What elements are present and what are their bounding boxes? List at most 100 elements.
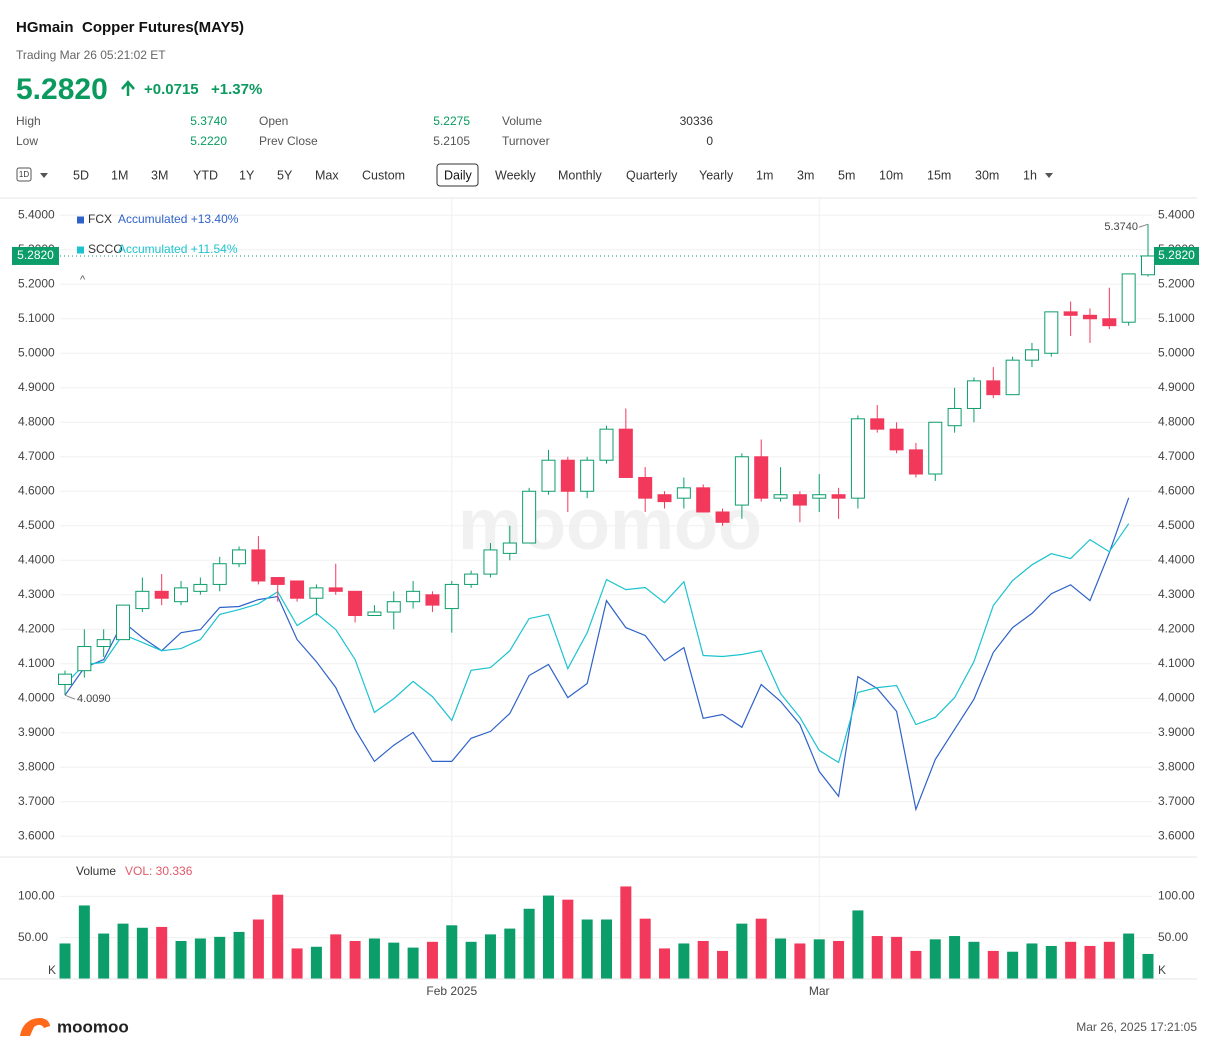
- interval-button[interactable]: Daily: [444, 168, 473, 182]
- candle-body: [812, 494, 827, 499]
- candle-body: [1141, 255, 1155, 276]
- candle-body: [1102, 318, 1117, 327]
- volume-bar: [1007, 951, 1019, 979]
- candle-body: [502, 542, 517, 554]
- volume-last: VOL: 30.336: [125, 864, 193, 878]
- interval-icon-box[interactable]: [16, 167, 32, 182]
- candle-body: [986, 380, 1001, 396]
- y-tick-label-right: 50.00: [1158, 930, 1188, 944]
- annotation-leader: [64, 694, 76, 700]
- volume-unit-right: K: [1158, 963, 1166, 977]
- y-tick-label-right: 100.00: [1158, 889, 1195, 903]
- volume-bar: [1123, 933, 1135, 979]
- active-interval-box[interactable]: [436, 163, 479, 187]
- y-tick-label: 3.8000: [18, 759, 55, 773]
- volume-bar: [620, 886, 632, 979]
- candle-body: [715, 511, 730, 523]
- candle-body: [696, 487, 711, 513]
- interval-button[interactable]: Monthly: [558, 168, 603, 182]
- candle-body: [831, 494, 846, 499]
- range-button[interactable]: 5Y: [277, 168, 293, 182]
- interval-button[interactable]: Weekly: [495, 168, 537, 182]
- y-tick-label: 3.9000: [18, 725, 55, 739]
- candle-body: [290, 580, 305, 599]
- interval-icon[interactable]: 1D: [19, 170, 29, 179]
- candle-body: [328, 587, 343, 592]
- legend-name: SCCO: [88, 242, 123, 256]
- legend-value: Accumulated +11.54%: [118, 242, 238, 256]
- interval-button[interactable]: 10m: [879, 168, 903, 182]
- y-tick-label: 5.0000: [18, 345, 55, 359]
- stat-value: 5.2275: [433, 114, 470, 128]
- annotation-label: 4.0090: [77, 693, 111, 705]
- volume-bar: [330, 934, 342, 979]
- volume-bar: [1065, 941, 1077, 979]
- interval-button[interactable]: 1h: [1023, 168, 1037, 182]
- dropdown-caret[interactable]: [1045, 173, 1053, 178]
- volume-bar: [1026, 943, 1038, 979]
- dropdown-caret[interactable]: [40, 173, 48, 178]
- volume-bar: [891, 936, 903, 979]
- volume-bar: [1103, 941, 1115, 979]
- candle-body: [154, 590, 169, 599]
- price-change-pct: +1.37%: [211, 81, 262, 98]
- last-price-label: 5.2820: [17, 248, 54, 262]
- volume-bar: [407, 947, 419, 979]
- range-button[interactable]: 5D: [73, 168, 89, 182]
- interval-button[interactable]: 3m: [797, 168, 814, 182]
- volume-bar: [98, 933, 110, 979]
- collapse-toggle[interactable]: ^: [80, 274, 86, 286]
- candle-body: [1024, 349, 1039, 361]
- candle-body: [657, 494, 672, 503]
- interval-button[interactable]: 1m: [756, 168, 773, 182]
- interval-button[interactable]: 5m: [838, 168, 855, 182]
- x-tick-label: Feb 2025: [426, 984, 477, 998]
- candle-body: [135, 590, 150, 610]
- volume-bar: [775, 938, 787, 979]
- range-button[interactable]: 1Y: [239, 168, 255, 182]
- brand: moomoo: [57, 1017, 129, 1036]
- range-button[interactable]: 1M: [111, 168, 128, 182]
- volume-bar: [562, 899, 574, 979]
- y-tick-label: 4.6000: [18, 483, 55, 497]
- last-price: 5.2820: [16, 73, 108, 106]
- volume-bar: [813, 939, 825, 979]
- candle-body: [928, 421, 943, 475]
- candle-body: [966, 380, 981, 409]
- volume-bar: [252, 919, 264, 979]
- range-button[interactable]: 3M: [151, 168, 168, 182]
- candle-body: [754, 456, 769, 499]
- candle-body: [734, 456, 749, 506]
- volume-bar: [291, 948, 303, 979]
- y-tick-label-right: 5.0000: [1158, 345, 1195, 359]
- y-tick-label-right: 5.4000: [1158, 207, 1195, 221]
- volume-bar: [78, 905, 90, 979]
- candle-body: [947, 407, 962, 427]
- candle-body: [174, 587, 189, 603]
- volume-bar: [446, 925, 458, 979]
- interval-button[interactable]: 30m: [975, 168, 999, 182]
- stat-value: 5.2105: [433, 134, 470, 148]
- volume-bar: [194, 938, 206, 979]
- y-tick-label: 4.8000: [18, 414, 55, 428]
- symbol: HGmain: [16, 19, 74, 36]
- volume-bar: [136, 927, 148, 979]
- interval-button[interactable]: Quarterly: [626, 168, 678, 182]
- candle-body: [522, 490, 537, 544]
- range-button[interactable]: YTD: [193, 168, 218, 182]
- y-tick-label: 4.2000: [18, 621, 55, 635]
- interval-button[interactable]: 15m: [927, 168, 951, 182]
- volume-bar: [156, 926, 168, 979]
- stat-value: 5.3740: [190, 114, 227, 128]
- range-button[interactable]: Max: [315, 168, 339, 182]
- range-button[interactable]: Custom: [362, 168, 405, 182]
- candle-body: [425, 594, 440, 606]
- candle-body: [406, 590, 421, 603]
- volume-bar: [1045, 945, 1057, 979]
- interval-button[interactable]: Yearly: [699, 168, 734, 182]
- y-tick-label: 5.2000: [18, 276, 55, 290]
- stat-label: Low: [16, 134, 38, 148]
- volume-bar: [117, 923, 129, 979]
- y-tick-label: 100.00: [18, 889, 55, 903]
- y-tick-label-right: 4.7000: [1158, 449, 1195, 463]
